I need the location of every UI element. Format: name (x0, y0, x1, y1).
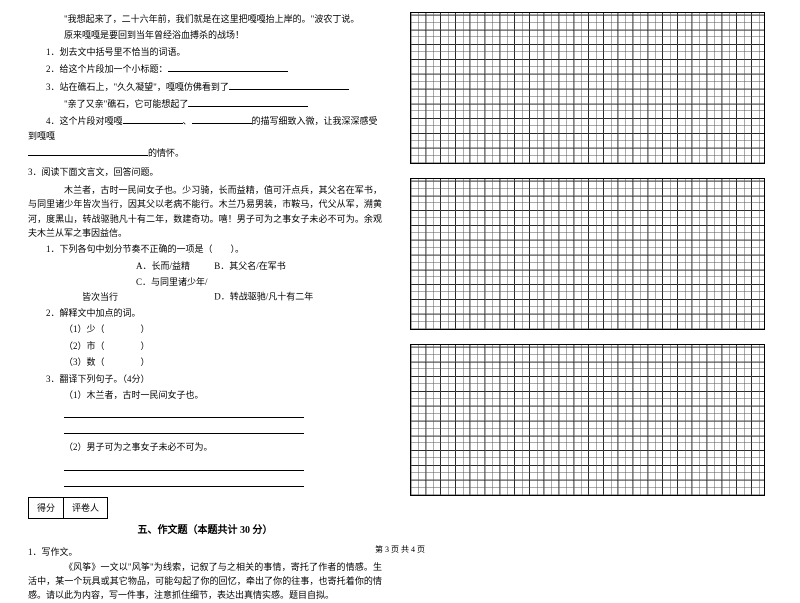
question-text: 3．站在礁石上，"久久凝望"，嘎嘎仿佛看到了 (46, 82, 229, 92)
answer-blank[interactable] (28, 145, 148, 156)
answer-blank[interactable] (168, 61, 288, 72)
sub-item: （1）木兰者，古时一民间女子也。 (28, 388, 382, 402)
score-label: 得分 (28, 497, 63, 519)
essay-prompt: 《风筝》一文以"风筝"为线索，记叙了与之相关的事情，寄托了作者的情感。生活中，某… (28, 560, 382, 603)
writing-grid[interactable] (410, 344, 765, 496)
question-text: 、 (183, 116, 192, 126)
question-item: "亲了又亲"礁石，它可能想起了 (28, 96, 382, 111)
passage-line: 原来嘎嘎是要回到当年曾经浴血搏杀的战场！ (28, 28, 382, 42)
answer-blank[interactable] (192, 113, 252, 124)
sub-question: 1．下列各句中划分节奏不正确的一项是（ ）。 (28, 242, 382, 256)
sub-item: （3）数（ ） (28, 355, 382, 369)
question-text: 2．给这个片段加一个小标题： (46, 64, 168, 74)
sub-item: （1）少（ ） (28, 322, 382, 336)
score-box: 得分 评卷人 (28, 497, 382, 519)
answer-blank[interactable] (229, 79, 349, 90)
option-row: A．长而/益精 B．其父名/在军书 (28, 259, 382, 273)
grader-label: 评卷人 (63, 497, 108, 519)
option-d[interactable]: D．转战驱驰/凡十有二年 (214, 292, 313, 302)
question-item: 的情怀。 (28, 145, 382, 160)
answer-line[interactable] (64, 420, 304, 434)
question-item: 2．给这个片段加一个小标题： (28, 61, 382, 76)
option-c[interactable]: C．与同里诸少年/皆次当行 (82, 275, 212, 304)
writing-grid[interactable] (410, 178, 765, 330)
left-column: "我想起来了，二十六年前，我们就是在这里把嘎嘎抬上岸的。"波农丁说。 原来嘎嘎是… (0, 0, 400, 565)
sub-item: （2）男子可为之事女子未必不可为。 (28, 440, 382, 454)
question-item: 4．这个片段对嘎嘎、的描写细致入微，让我深深感受到嘎嘎 (28, 113, 382, 143)
question-item: 3．站在礁石上，"久久凝望"，嘎嘎仿佛看到了 (28, 79, 382, 94)
section-title: 五、作文题（本题共计 30 分） (28, 523, 382, 539)
answer-line[interactable] (64, 457, 304, 471)
question-item: 1．划去文中括号里不恰当的词语。 (28, 45, 382, 59)
classical-text: 木兰者，古时一民间女子也。少习骑，长而益精，值可汗点兵，其父名在军书，与同里诸少… (28, 183, 382, 241)
sub-item: （2）市（ ） (28, 339, 382, 353)
passage-line: "我想起来了，二十六年前，我们就是在这里把嘎嘎抬上岸的。"波农丁说。 (28, 12, 382, 26)
answer-blank[interactable] (188, 96, 308, 107)
sub-question: 3．翻译下列句子。（4分） (28, 372, 382, 386)
option-row: C．与同里诸少年/皆次当行 D．转战驱驰/凡十有二年 (28, 275, 382, 304)
option-b[interactable]: B．其父名/在军书 (214, 261, 286, 271)
writing-grid[interactable] (410, 12, 765, 164)
sub-question: 2．解释文中加点的词。 (28, 306, 382, 320)
question-prompt: 3．阅读下面文言文，回答问题。 (28, 165, 382, 179)
option-a[interactable]: A．长而/益精 (82, 259, 212, 273)
answer-line[interactable] (64, 473, 304, 487)
answer-blank[interactable] (123, 113, 183, 124)
question-text: "亲了又亲"礁石，它可能想起了 (64, 99, 188, 109)
answer-line[interactable] (64, 404, 304, 418)
question-text: 的情怀。 (148, 148, 184, 158)
page-footer: 第 3 页 共 4 页 (0, 544, 800, 557)
right-column (400, 0, 800, 565)
question-text: 4．这个片段对嘎嘎 (46, 116, 123, 126)
